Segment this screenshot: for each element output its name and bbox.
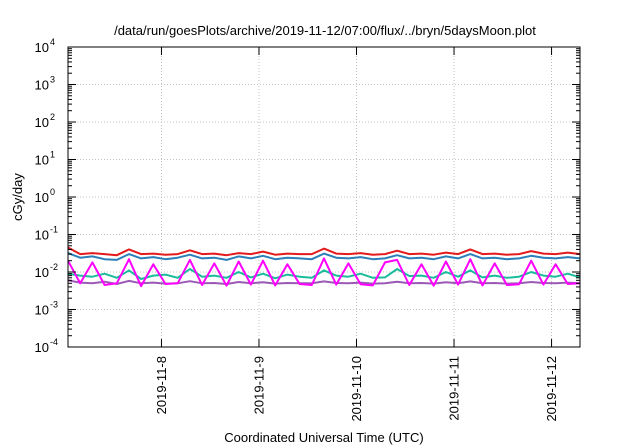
y-tick-label: 10 3 [35,75,55,93]
y-tick-exponent: 4 [50,37,55,47]
y-tick-base: 10 [35,78,49,93]
y-tick-exponent: 3 [50,75,55,85]
y-tick-base: 10 [35,303,49,318]
series-line-5 [68,257,580,288]
y-tick-base: 10 [35,265,49,280]
y-tick-exponent: -3 [50,300,58,310]
y-tick-exponent: 1 [50,150,55,160]
y-tick-label: 10 -2 [35,262,58,280]
y-tick-exponent: -1 [50,225,58,235]
grid [68,47,580,347]
y-tick-label: 10 2 [35,112,55,130]
chart-title: /data/run/goesPlots/archive/2019-11-12/0… [114,23,536,38]
y-tick-label: 10 1 [35,150,55,168]
y-tick-base: 10 [35,190,49,205]
y-tick-label: 10 -3 [35,300,58,318]
y-tick-exponent: -2 [50,262,58,272]
y-tick-label: 10 0 [35,187,55,205]
series-line-1 [68,246,580,257]
x-tick-label: 2019-11-10 [349,356,364,422]
y-tick-base: 10 [35,228,49,243]
series-line-4 [68,279,580,285]
x-tick-label: 2019-11-9 [251,356,266,414]
x-axis-label: Coordinated Universal Time (UTC) [224,430,423,445]
series-line-2 [68,252,580,261]
y-tick-exponent: 0 [50,187,55,197]
y-tick-exponent: 2 [50,112,55,122]
x-tick-label: 2019-11-8 [154,356,169,414]
y-tick-base: 10 [35,153,49,168]
x-tick-label: 2019-11-11 [447,356,462,421]
y-tick-label: 10 -1 [35,225,58,243]
series-group [68,246,580,288]
x-tick-label: 2019-11-12 [544,356,559,422]
y-tick-base: 10 [35,115,49,130]
y-tick-label: 10 -4 [35,337,58,355]
y-tick-label: 10 4 [35,37,55,55]
y-tick-exponent: -4 [50,337,58,347]
y-tick-base: 10 [35,40,49,55]
y-axis-label: cGy/day [10,173,25,221]
y-tick-base: 10 [35,340,49,355]
